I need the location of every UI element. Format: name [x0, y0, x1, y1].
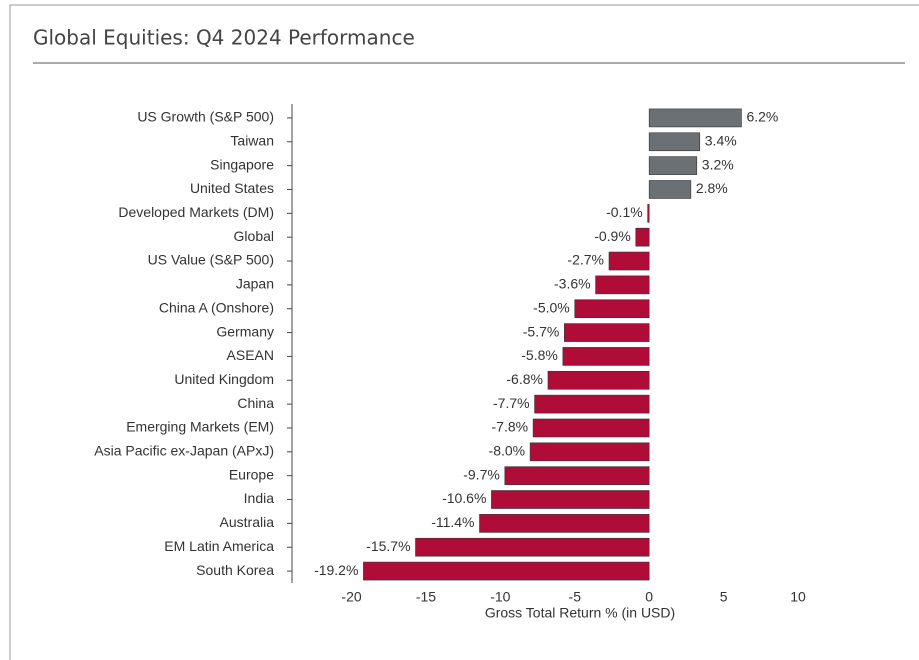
y-tick-label: Emerging Markets (EM) — [126, 419, 274, 435]
value-label: -10.6% — [442, 490, 486, 506]
bar — [479, 514, 650, 533]
y-tick-label: India — [244, 490, 275, 506]
bar — [534, 394, 650, 414]
value-label: -9.7% — [463, 466, 500, 482]
y-tick-label: Japan — [236, 276, 274, 292]
x-tick-label: 5 — [720, 589, 728, 605]
y-tick-label: Europe — [229, 466, 274, 482]
y-tick-label: Germany — [216, 323, 274, 339]
value-label: -6.8% — [506, 371, 543, 387]
value-label: -3.6% — [554, 276, 591, 292]
value-label: -11.4% — [431, 514, 474, 530]
y-tick-label: Asia Pacific ex-Japan (APxJ) — [94, 443, 274, 459]
y-tick-label: US Value (S&P 500) — [148, 252, 274, 268]
y-tick-label: China — [237, 395, 274, 411]
x-tick-label: -20 — [341, 589, 361, 605]
x-axis-label: Gross Total Return % (in USD) — [485, 605, 675, 621]
bar — [595, 275, 650, 295]
value-label: -5.8% — [521, 347, 558, 363]
value-label: -0.9% — [594, 228, 631, 244]
bar — [574, 299, 650, 319]
y-tick-label: Singapore — [210, 156, 274, 172]
y-tick-label: Developed Markets (DM) — [118, 204, 274, 220]
value-label: -8.0% — [489, 443, 526, 459]
y-tick-label: ASEAN — [227, 347, 274, 363]
x-tick-label: -15 — [416, 589, 436, 605]
value-label: -7.7% — [493, 395, 530, 411]
x-tick-label: -10 — [490, 589, 510, 605]
y-tick-label: United States — [190, 180, 274, 196]
x-tick-label: 0 — [645, 589, 653, 605]
bar — [532, 418, 650, 438]
value-label: 3.2% — [702, 156, 734, 172]
y-tick-label: United Kingdom — [174, 371, 274, 387]
panel-border — [9, 4, 919, 660]
y-tick-label: EM Latin America — [164, 538, 274, 554]
bar — [415, 537, 650, 557]
x-tick-label: 10 — [790, 589, 806, 605]
bar — [648, 180, 692, 199]
y-tick-label: US Growth (S&P 500) — [137, 109, 274, 125]
bar — [363, 561, 650, 581]
y-tick-label: Australia — [220, 514, 275, 530]
bar — [647, 204, 650, 223]
value-label: 3.4% — [705, 132, 737, 148]
y-tick-label: South Korea — [196, 562, 274, 578]
bar — [648, 108, 742, 128]
y-tick-label: China A (Onshore) — [159, 299, 274, 315]
bar — [562, 347, 650, 366]
chart-title: Global Equities: Q4 2024 Performance — [33, 26, 415, 50]
bar — [529, 442, 650, 462]
value-label: -5.7% — [523, 323, 560, 339]
y-tick-label: Taiwan — [230, 132, 274, 148]
bar — [608, 251, 650, 271]
value-label: -5.0% — [533, 299, 570, 315]
value-label: -15.7% — [366, 538, 410, 554]
value-label: -0.1% — [606, 204, 643, 220]
bar — [547, 370, 650, 390]
value-label: -19.2% — [314, 562, 358, 578]
bar — [648, 132, 701, 152]
bar — [635, 227, 650, 247]
bar — [491, 490, 650, 509]
bar — [564, 323, 650, 342]
value-label: 2.8% — [696, 180, 728, 196]
bar — [648, 156, 698, 175]
x-tick-label: -5 — [569, 589, 582, 605]
value-label: 6.2% — [746, 109, 778, 125]
bar — [504, 466, 650, 485]
y-tick-label: Global — [234, 228, 274, 244]
value-label: -7.8% — [492, 419, 529, 435]
value-label: -2.7% — [567, 252, 604, 268]
